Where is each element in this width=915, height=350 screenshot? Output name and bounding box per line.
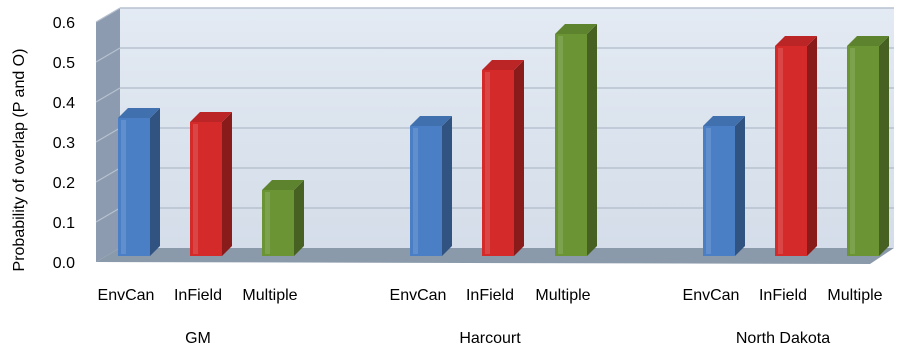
bar-gm-multiple: [262, 180, 304, 256]
x-category-label: InField: [466, 287, 514, 304]
gridline-side: [95, 127, 121, 143]
bar-harcourt-multiple: [555, 24, 597, 256]
bar-north-dakota-envcan: [703, 116, 745, 256]
bars: [118, 24, 889, 256]
x-category-label: Multiple: [535, 287, 590, 304]
y-tick-label: 0.3: [53, 135, 75, 152]
bar-gm-infield: [190, 112, 232, 256]
gridline-side: [95, 207, 121, 223]
gridline-side: [95, 87, 121, 103]
y-tick-label: 0.0: [53, 255, 75, 272]
x-category-label: EnvCan: [683, 287, 740, 304]
gridline-side: [95, 167, 121, 183]
x-category-label: Multiple: [827, 287, 882, 304]
y-tick-label: 0.6: [53, 15, 75, 32]
x-group-label: GM: [185, 330, 211, 347]
x-axis-category-labels: EnvCan InField Multiple EnvCan InField Multip…: [98, 287, 883, 304]
y-tick-label: 0.2: [53, 175, 75, 192]
x-group-label: Harcourt: [459, 330, 521, 347]
bar-harcourt-infield: [482, 60, 524, 256]
y-axis-ticks: 0.0 0.1 0.2 0.3 0.4 0.5 0.6: [53, 15, 75, 272]
bar-north-dakota-infield: [775, 36, 817, 256]
bar-gm-envcan: [118, 108, 160, 256]
gridline-side: [95, 47, 121, 63]
bar-north-dakota-multiple: [847, 36, 889, 256]
x-axis-group-labels: GM Harcourt North Dakota: [185, 330, 830, 347]
gridline-side: [95, 7, 121, 23]
x-category-label: Multiple: [242, 287, 297, 304]
x-category-label: InField: [174, 287, 222, 304]
x-category-label: InField: [759, 287, 807, 304]
x-group-label: North Dakota: [736, 330, 830, 347]
y-tick-label: 0.1: [53, 215, 75, 232]
y-tick-label: 0.4: [53, 95, 75, 112]
y-tick-label: 0.5: [53, 55, 75, 72]
y-axis-label: Probability of overlap (P and O): [11, 49, 28, 272]
x-category-label: EnvCan: [98, 287, 155, 304]
x-category-label: EnvCan: [390, 287, 447, 304]
bar-harcourt-envcan: [410, 116, 452, 256]
